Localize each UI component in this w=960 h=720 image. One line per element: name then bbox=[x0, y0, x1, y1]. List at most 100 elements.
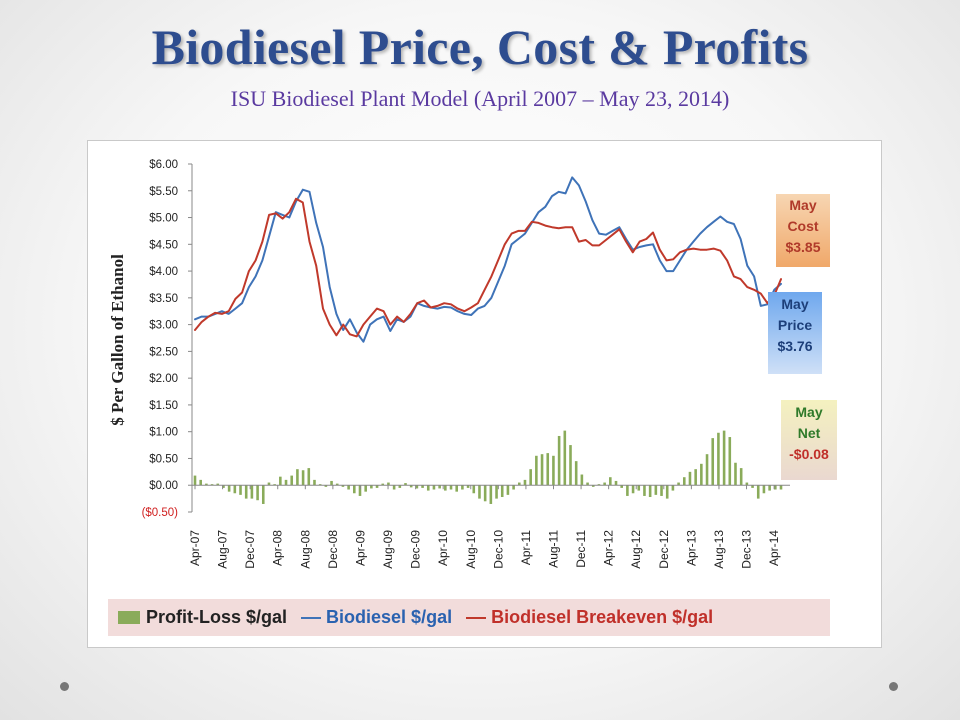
x-tick-label: Aug-09 bbox=[381, 530, 395, 569]
profit-bar bbox=[387, 482, 390, 486]
legend-swatch-biodiesel bbox=[301, 616, 322, 619]
profit-bar bbox=[353, 485, 356, 494]
legend-label-biodiesel: Biodiesel $/gal bbox=[326, 607, 453, 627]
legend-item-breakeven: Biodiesel Breakeven $/gal bbox=[462, 607, 713, 628]
x-tick-label: Aug-11 bbox=[546, 530, 560, 568]
x-tick-label: Apr-13 bbox=[684, 530, 698, 566]
profit-bar bbox=[597, 484, 601, 486]
profit-bar bbox=[512, 485, 515, 490]
profit-bar bbox=[461, 485, 464, 490]
profit-bar bbox=[717, 432, 720, 486]
x-tick-label: Apr-09 bbox=[353, 530, 367, 566]
profit-bar bbox=[466, 485, 470, 488]
profit-bar bbox=[250, 485, 254, 499]
profit-bar bbox=[279, 476, 282, 486]
profit-bar bbox=[222, 485, 225, 488]
may-price-callout: May Price $3.76 bbox=[768, 292, 822, 374]
y-tick-label: ($0.50) bbox=[142, 507, 179, 519]
profit-bar bbox=[637, 485, 641, 491]
profit-bar bbox=[210, 484, 214, 486]
y-tick-label: $0.50 bbox=[149, 453, 178, 465]
x-tick-label: Dec-08 bbox=[326, 530, 340, 569]
profit-bar bbox=[227, 485, 231, 492]
profit-bar bbox=[216, 483, 220, 486]
slide-bullet-left bbox=[60, 682, 69, 691]
y-tick-label: $1.50 bbox=[149, 400, 178, 412]
profit-bar bbox=[404, 483, 407, 486]
profit-bar bbox=[751, 485, 754, 488]
profit-bar bbox=[580, 474, 584, 486]
x-tick-label: Apr-10 bbox=[436, 530, 450, 566]
profit-bar bbox=[756, 485, 760, 499]
profit-bar bbox=[626, 485, 629, 496]
price-lines bbox=[194, 176, 782, 343]
profit-bar bbox=[648, 485, 652, 498]
y-tick-label: $3.00 bbox=[149, 320, 178, 332]
profit-bar bbox=[489, 485, 493, 504]
profit-bar bbox=[244, 485, 248, 499]
profit-bar bbox=[438, 485, 441, 489]
profit-bar bbox=[495, 485, 498, 499]
may-net-callout: May Net -$0.08 bbox=[781, 400, 837, 480]
profit-bar bbox=[392, 485, 396, 490]
profit-bar bbox=[535, 455, 538, 486]
profit-bar bbox=[609, 477, 612, 486]
slide-title: Biodiesel Price, Cost & Profits bbox=[151, 19, 809, 75]
x-tick-label: Dec-07 bbox=[243, 530, 257, 569]
profit-bar bbox=[540, 454, 544, 486]
may-net-value: -$0.08 bbox=[789, 446, 829, 462]
legend-label-profit: Profit-Loss $/gal bbox=[146, 607, 288, 627]
may-price-line2: Price bbox=[777, 317, 813, 333]
profit-bar bbox=[398, 485, 402, 488]
profit-bar bbox=[199, 479, 202, 486]
profit-bar bbox=[381, 483, 385, 486]
x-tick-label: Apr-12 bbox=[602, 530, 616, 566]
profit-bar bbox=[455, 485, 459, 492]
profit-bar bbox=[313, 479, 316, 486]
chart-labels: $6.00 $5.50 $5.00 $4.50 $4.00 $3.50 $3.00 $2.50… bbox=[108, 159, 781, 569]
profit-bar bbox=[347, 485, 350, 490]
x-tick-label: Aug-12 bbox=[629, 530, 643, 569]
profit-bar bbox=[307, 468, 311, 486]
x-tick-label: Dec-10 bbox=[491, 530, 505, 569]
y-tick-label: $4.50 bbox=[149, 239, 178, 251]
profit-bar bbox=[324, 485, 328, 487]
profit-bar bbox=[591, 485, 595, 487]
profit-bar bbox=[739, 468, 743, 486]
profit-bar bbox=[677, 482, 680, 486]
profit-bar bbox=[660, 485, 663, 496]
y-tick-label: $2.00 bbox=[149, 373, 178, 385]
x-tick-label: Aug-10 bbox=[464, 530, 478, 569]
profit-bar bbox=[745, 482, 749, 486]
profit-bar bbox=[574, 461, 578, 486]
x-tick-label: Aug-07 bbox=[216, 530, 230, 569]
slide-subtitle: ISU Biodiesel Plant Model (April 2007 – … bbox=[230, 86, 730, 111]
y-axis-label: $ Per Gallon of Ethanol bbox=[108, 254, 127, 426]
profit-bar bbox=[682, 477, 686, 486]
profit-bar bbox=[267, 482, 271, 486]
legend-item-profit: Profit-Loss $/gal bbox=[108, 607, 287, 628]
profit-bar bbox=[506, 485, 510, 495]
profit-bar bbox=[614, 480, 618, 486]
profit-bar bbox=[705, 454, 709, 486]
profit-bar bbox=[774, 485, 777, 490]
profit-bar bbox=[370, 485, 373, 489]
profit-bar bbox=[318, 484, 322, 486]
profit-bar bbox=[335, 483, 339, 486]
profit-bar bbox=[273, 484, 276, 486]
profit-bar bbox=[261, 485, 265, 504]
profit-bar bbox=[603, 482, 606, 486]
profit-bar bbox=[654, 485, 658, 495]
profit-bar bbox=[472, 485, 476, 494]
may-net-line2: Net bbox=[797, 425, 821, 441]
x-tick-label: Apr-08 bbox=[271, 530, 285, 566]
profit-bar bbox=[330, 480, 333, 486]
profit-bar bbox=[546, 453, 550, 486]
profit-bar bbox=[500, 485, 504, 498]
x-tick-label: Aug-08 bbox=[298, 530, 312, 569]
x-tick-label: Aug-13 bbox=[712, 530, 726, 569]
profit-bar bbox=[415, 485, 419, 489]
may-cost-line1: May bbox=[789, 197, 817, 213]
may-cost-callout: May Cost $3.85 bbox=[776, 194, 830, 267]
